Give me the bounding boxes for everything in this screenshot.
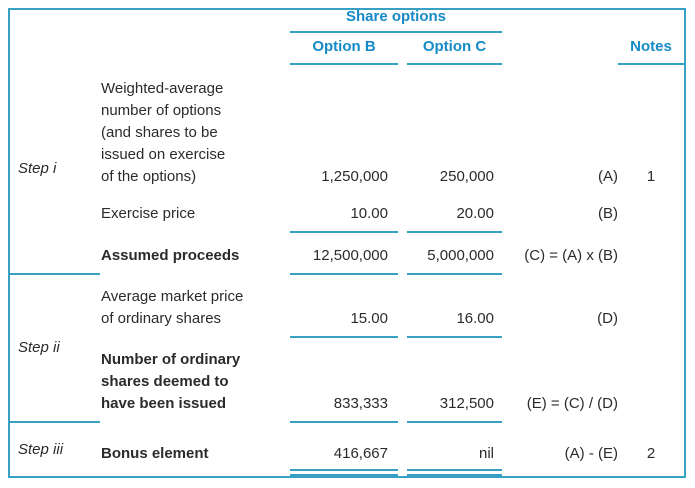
row-label-shares-deemed-issued: Number of ordinary shares deemed to have…: [101, 351, 241, 412]
value-option-c-exercise-price: 20.00: [407, 200, 502, 233]
value-option-c-weighted-average: 250,000: [439, 168, 494, 185]
formula-c-equals-a-times-b: (C) = (A) x (B): [524, 247, 618, 264]
formula-d: (D): [597, 310, 618, 327]
formula-a: (A): [598, 168, 618, 185]
value-option-b-bonus-element: 416,667: [290, 423, 398, 476]
value-option-c-average-market-price: 16.00: [407, 275, 502, 338]
formula-e-equals-c-over-d: (E) = (C) / (D): [526, 395, 618, 412]
column-header-option-c: Option C: [407, 33, 502, 65]
step-ii-label: Step ii: [10, 275, 100, 423]
row-label-exercise-price: Exercise price: [101, 205, 196, 222]
value-option-b-assumed-proceeds: 12,500,000: [290, 233, 398, 275]
row-label-average-market-price: Average market price of ordinary shares: [101, 288, 244, 327]
note-ref-2: 2: [646, 445, 656, 462]
formula-a-minus-e: (A) - (E): [564, 445, 618, 462]
row-label-assumed-proceeds: Assumed proceeds: [101, 247, 240, 264]
value-option-b-exercise-price: 10.00: [290, 200, 398, 233]
group-header-share-options: Share options: [290, 8, 502, 33]
value-option-c-shares-deemed-issued: 312,500: [407, 338, 502, 423]
row-label-weighted-average-options: Weighted-average number of options (and …: [101, 80, 226, 185]
value-option-b-shares-deemed-issued: 833,333: [290, 338, 398, 423]
note-ref-1: 1: [646, 168, 656, 185]
share-options-calculation-table: Share options Option B Option C Notes St…: [8, 8, 686, 478]
value-option-c-assumed-proceeds: 5,000,000: [407, 233, 502, 275]
step-iii-label: Step iii: [18, 440, 64, 458]
column-header-notes: Notes: [618, 33, 684, 65]
row-label-bonus-element: Bonus element: [101, 445, 209, 462]
value-option-b-weighted-average: 1,250,000: [321, 168, 388, 185]
step-i-label: Step i: [10, 65, 100, 275]
column-header-option-b: Option B: [290, 33, 398, 65]
value-option-b-average-market-price: 15.00: [290, 275, 398, 338]
formula-b: (B): [598, 205, 618, 222]
value-option-c-bonus-element: nil: [407, 423, 502, 476]
